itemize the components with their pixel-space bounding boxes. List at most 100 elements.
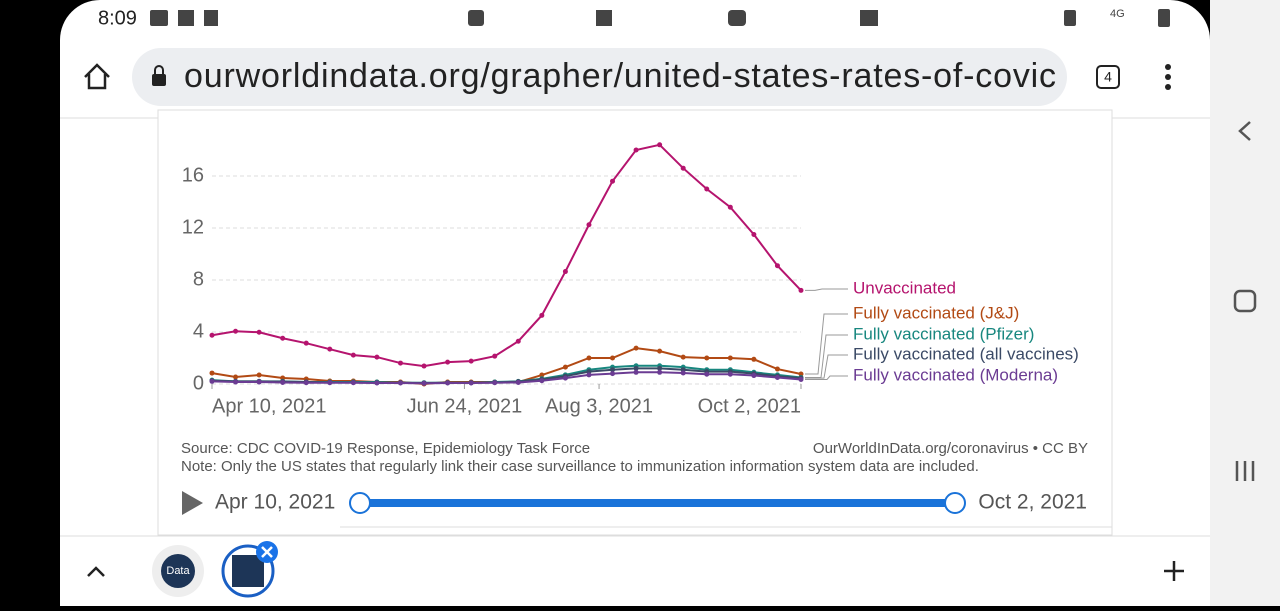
data-point [633,345,639,351]
license-text[interactable]: OurWorldInData.org/coronavirus • CC BY [813,440,1088,457]
data-point [256,379,262,385]
data-point [233,374,239,380]
network-type: 4G [1110,8,1125,20]
recents-button[interactable] [1235,461,1255,481]
y-tick-label: 12 [182,216,204,238]
data-point [445,380,451,386]
data-point [751,356,757,362]
timeline-end: Oct 2, 2021 [978,491,1087,514]
data-point [680,370,686,376]
label-connector [805,354,848,379]
clock: 8:09 [98,7,137,29]
data-point [657,142,663,148]
y-tick-label: 8 [193,268,204,290]
note-text: Note: Only the US states that regularly … [181,458,979,475]
data-point [515,379,521,385]
data-point [468,358,474,364]
x-tick-label: Apr 10, 2021 [212,395,327,417]
series-label: Fully vaccinated (Pfizer) [853,324,1034,343]
data-point [539,312,545,318]
y-tick-label: 4 [193,320,204,342]
series-label: Fully vaccinated (Moderna) [853,365,1058,384]
timeline-handle-start[interactable] [349,492,371,514]
active-tab-icon [232,555,264,587]
plot: 0 4 8 12 16 Apr 10, 2021 Jun 24, 2021 Aug 3, 20… [182,142,1079,417]
data-point [209,332,215,338]
data-point [633,365,639,371]
home-icon[interactable] [84,63,110,90]
data-point [798,376,804,382]
source-text: Source: CDC COVID-19 Response, Epidemiol… [181,440,590,457]
status-icons [150,9,1170,27]
data-point [492,380,498,386]
timeline-start: Apr 10, 2021 [215,491,335,514]
data-point [586,372,592,378]
series-line [211,143,802,368]
data-point [562,269,568,275]
data-point [397,360,403,366]
data-point [610,367,616,373]
label-connector [805,375,848,380]
data-point [727,204,733,210]
data-point [774,263,780,269]
data-point [633,147,639,153]
data-point [374,354,380,360]
data-point [562,364,568,370]
data-point [774,366,780,372]
data-point [303,340,309,346]
data-point [798,287,804,293]
close-x [261,546,273,558]
data-point [374,380,380,386]
series-label: Unvaccinated [853,278,956,297]
data-point [303,380,309,386]
data-point [680,165,686,171]
series-label: Fully vaccinated (all vaccines) [853,344,1079,363]
data-point [492,353,498,359]
data-point [209,378,215,384]
data-point [515,338,521,344]
data-point [727,355,733,361]
menu-button[interactable] [1165,64,1171,90]
nav-bar [1210,0,1280,606]
data-point [256,329,262,335]
data-point [539,378,545,384]
data-point [350,380,356,386]
data-point [421,380,427,386]
url-bar[interactable] [132,48,1067,106]
tab-switcher[interactable] [1096,65,1120,89]
play-button[interactable] [182,491,203,515]
back-button[interactable] [1238,121,1251,141]
data-point [350,352,356,358]
url-text[interactable]: ourworldindata.org/grapher/united-states… [184,57,1056,95]
data-point [657,369,663,375]
data-point [610,355,616,361]
lock-shackle [154,65,164,74]
data-point [233,379,239,385]
data-point [586,222,592,228]
tab-thumb[interactable] [161,554,195,588]
label-connector [805,334,848,378]
data-point [774,375,780,380]
x-tick-label: Aug 3, 2021 [545,395,653,417]
data-point [256,372,262,378]
home-button[interactable] [1233,289,1257,313]
tab-thumb-label: Data [166,565,190,577]
data-point [468,380,474,386]
y-tick-label: 0 [193,372,204,394]
label-connector [805,288,848,291]
data-point [327,346,333,352]
data-point [704,186,710,192]
timeline-handle-end[interactable] [944,492,966,514]
label-connector [805,313,848,375]
data-point [680,354,686,360]
x-tick-label: Jun 24, 2021 [407,395,523,417]
data-point [704,371,710,377]
data-point [610,178,616,184]
data-point [562,375,568,381]
data-point [657,365,663,371]
data-point [751,373,757,379]
data-point [397,380,403,386]
new-tab-button[interactable] [1164,561,1184,581]
data-point [280,335,286,341]
expand-button[interactable] [87,566,105,577]
